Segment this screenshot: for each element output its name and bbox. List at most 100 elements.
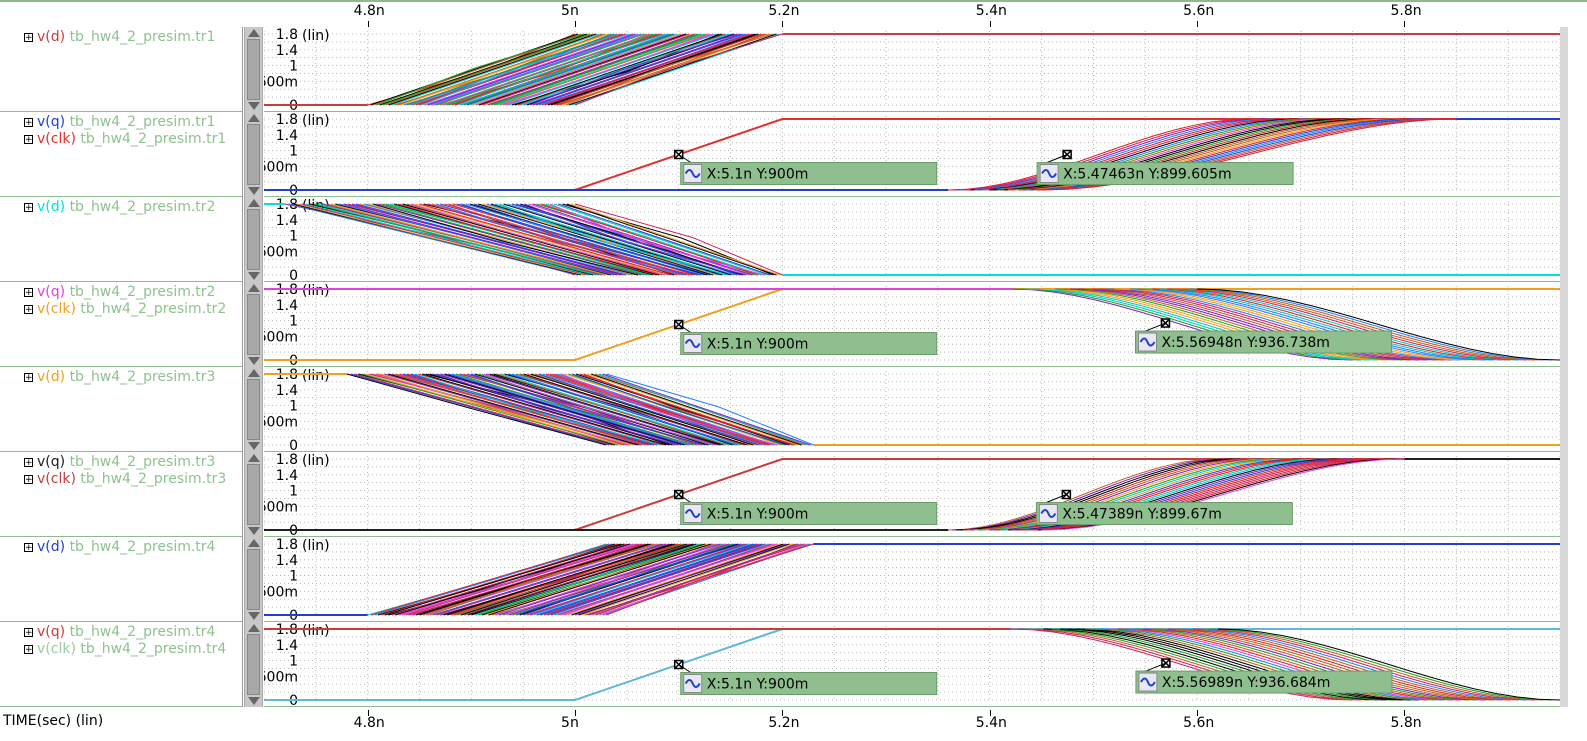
waveform-panel[interactable]: + v(q) tb_hw4_2_presim.tr1 + v(clk) tb_hw4_… <box>0 112 1587 197</box>
scroll-down-icon[interactable] <box>248 102 260 110</box>
right-scrollbar[interactable] <box>1560 452 1568 537</box>
scroll-down-icon[interactable] <box>248 442 260 450</box>
legend-entry[interactable]: + v(d) tb_hw4_2_presim.tr1 <box>24 29 215 45</box>
panel-scrollbar[interactable] <box>244 197 263 282</box>
series-trace <box>532 203 753 276</box>
right-scrollbar[interactable] <box>1560 537 1568 622</box>
right-scrollbar[interactable] <box>1560 622 1568 707</box>
series-trace <box>1184 628 1527 701</box>
expand-icon[interactable]: + <box>24 458 33 468</box>
expand-icon[interactable]: + <box>24 33 33 43</box>
waveform-plot[interactable]: 1.81.41600m0(lin) <box>264 367 1560 452</box>
waveform-plot[interactable]: 1.81.41600m0(lin) <box>264 537 1560 622</box>
scroll-thumb[interactable] <box>247 124 260 185</box>
legend-entry[interactable]: + v(q) tb_hw4_2_presim.tr3 <box>24 454 215 470</box>
scroll-thumb[interactable] <box>247 464 260 525</box>
expand-icon[interactable]: + <box>24 305 33 315</box>
series-trace <box>451 373 691 446</box>
scroll-up-icon[interactable] <box>248 539 260 547</box>
expand-icon[interactable]: + <box>24 628 33 638</box>
panel-scrollbar[interactable] <box>244 367 263 452</box>
scroll-down-icon[interactable] <box>248 697 260 705</box>
expand-icon[interactable]: + <box>24 135 33 145</box>
series-trace <box>565 33 774 106</box>
cursor-marker[interactable]: X:5.47389n Y:899.67m <box>1035 489 1293 526</box>
expand-icon[interactable]: + <box>24 373 33 383</box>
scroll-up-icon[interactable] <box>248 284 260 292</box>
right-scrollbar[interactable] <box>1560 282 1568 367</box>
cursor-marker[interactable]: X:5.1n Y:900m <box>673 489 938 525</box>
right-scrollbar[interactable] <box>1560 367 1568 452</box>
scroll-up-icon[interactable] <box>248 29 260 37</box>
series-trace <box>948 458 1218 531</box>
right-scrollbar[interactable] <box>1560 27 1568 112</box>
series-trace <box>384 373 637 446</box>
scroll-up-icon[interactable] <box>248 454 260 462</box>
series-vq <box>264 628 1560 701</box>
series-trace <box>372 203 639 276</box>
waveform-plot[interactable]: 1.81.41600m0(lin)X:5.1n Y:900mX:5.47463n… <box>264 112 1560 197</box>
series-trace <box>578 543 790 616</box>
scroll-thumb[interactable] <box>247 634 260 695</box>
cursor-marker[interactable]: X:5.1n Y:900m <box>673 149 938 185</box>
waveform-plot[interactable]: 1.81.41600m0(lin)X:5.1n Y:900mX:5.56948n… <box>264 282 1560 367</box>
scroll-up-icon[interactable] <box>248 199 260 207</box>
expand-icon[interactable]: + <box>24 288 33 298</box>
expand-icon[interactable]: + <box>24 118 33 128</box>
waveform-panel[interactable]: +v(d) tb_hw4_2_presim.tr2 1.81.41600m0(li… <box>0 197 1587 282</box>
scroll-down-icon[interactable] <box>248 612 260 620</box>
cursor-crosshair-icon <box>674 149 684 160</box>
expand-icon[interactable]: + <box>24 645 33 655</box>
waveform-plot[interactable]: 1.81.41600m0(lin)X:5.1n Y:900mX:5.56989n… <box>264 622 1560 707</box>
expand-icon[interactable]: + <box>24 475 33 485</box>
waveform-panel[interactable]: +v(d) tb_hw4_2_presim.tr3 1.81.41600m0(li… <box>0 367 1587 452</box>
right-scrollbar[interactable] <box>1560 197 1568 282</box>
legend-entry[interactable]: + v(q) tb_hw4_2_presim.tr2 <box>24 284 215 300</box>
legend-entry[interactable]: + v(d) tb_hw4_2_presim.tr4 <box>24 539 215 555</box>
expand-icon[interactable]: + <box>24 543 33 553</box>
scroll-up-icon[interactable] <box>248 369 260 377</box>
waveform-panel[interactable]: + v(q) tb_hw4_2_presim.tr2 + v(clk) tb_hw4_… <box>0 282 1587 367</box>
waveform-panel[interactable]: +v(d) tb_hw4_2_presim.tr4 1.81.41600m0(li… <box>0 537 1587 622</box>
scroll-thumb[interactable] <box>247 39 260 100</box>
scroll-thumb[interactable] <box>247 379 260 440</box>
panel-scrollbar[interactable] <box>244 452 263 537</box>
cursor-marker[interactable]: X:5.56989n Y:936.684m <box>1135 658 1393 694</box>
scroll-thumb[interactable] <box>247 209 260 270</box>
legend-entry[interactable]: + v(d) tb_hw4_2_presim.tr3 <box>24 369 215 385</box>
waveform-panel[interactable]: +v(d) tb_hw4_2_presim.tr1 1.81.41600m0(li… <box>0 27 1587 112</box>
panel-scrollbar[interactable] <box>244 537 263 622</box>
legend-entry[interactable]: + v(q) tb_hw4_2_presim.tr1 <box>24 114 215 130</box>
scroll-down-icon[interactable] <box>248 272 260 280</box>
waveform-panel[interactable]: + v(q) tb_hw4_2_presim.tr3 + v(clk) tb_hw4_… <box>0 452 1587 537</box>
waveform-plot[interactable]: 1.81.41600m0(lin) <box>264 197 1560 282</box>
scroll-down-icon[interactable] <box>248 527 260 535</box>
legend-entry[interactable]: + v(q) tb_hw4_2_presim.tr4 <box>24 624 215 640</box>
legend-entry[interactable]: + v(clk) tb_hw4_2_presim.tr4 <box>24 641 226 657</box>
scroll-thumb[interactable] <box>247 549 260 610</box>
panel-scrollbar[interactable] <box>244 27 263 112</box>
cursor-crosshair-icon <box>674 659 684 670</box>
scroll-down-icon[interactable] <box>248 357 260 365</box>
cursor-marker[interactable]: X:5.56948n Y:936.738m <box>1134 318 1392 354</box>
legend-entry[interactable]: + v(d) tb_hw4_2_presim.tr2 <box>24 199 215 215</box>
legend-entry[interactable]: + v(clk) tb_hw4_2_presim.tr2 <box>24 301 226 317</box>
legend-entry[interactable]: + v(clk) tb_hw4_2_presim.tr1 <box>24 131 226 147</box>
panel-scrollbar[interactable] <box>244 622 263 707</box>
scroll-up-icon[interactable] <box>248 624 260 632</box>
scroll-up-icon[interactable] <box>248 114 260 122</box>
legend-entry[interactable]: + v(clk) tb_hw4_2_presim.tr3 <box>24 471 226 487</box>
scroll-thumb[interactable] <box>247 294 260 355</box>
right-scrollbar[interactable] <box>1560 112 1568 197</box>
panel-scrollbar[interactable] <box>244 112 263 197</box>
cursor-marker[interactable]: X:5.1n Y:900m <box>673 659 938 695</box>
expand-icon[interactable]: + <box>24 203 33 213</box>
scroll-down-icon[interactable] <box>248 187 260 195</box>
cursor-marker[interactable]: X:5.1n Y:900m <box>673 319 938 355</box>
cursor-marker[interactable]: X:5.47463n Y:899.605m <box>1036 149 1294 186</box>
panel-scrollbar[interactable] <box>244 282 263 367</box>
cursor-readout-box <box>1036 162 1294 186</box>
waveform-plot[interactable]: 1.81.41600m0(lin) <box>264 27 1560 112</box>
waveform-panel[interactable]: + v(q) tb_hw4_2_presim.tr4 + v(clk) tb_hw4_… <box>0 622 1587 707</box>
waveform-plot[interactable]: 1.81.41600m0(lin)X:5.1n Y:900mX:5.47389n… <box>264 452 1560 537</box>
